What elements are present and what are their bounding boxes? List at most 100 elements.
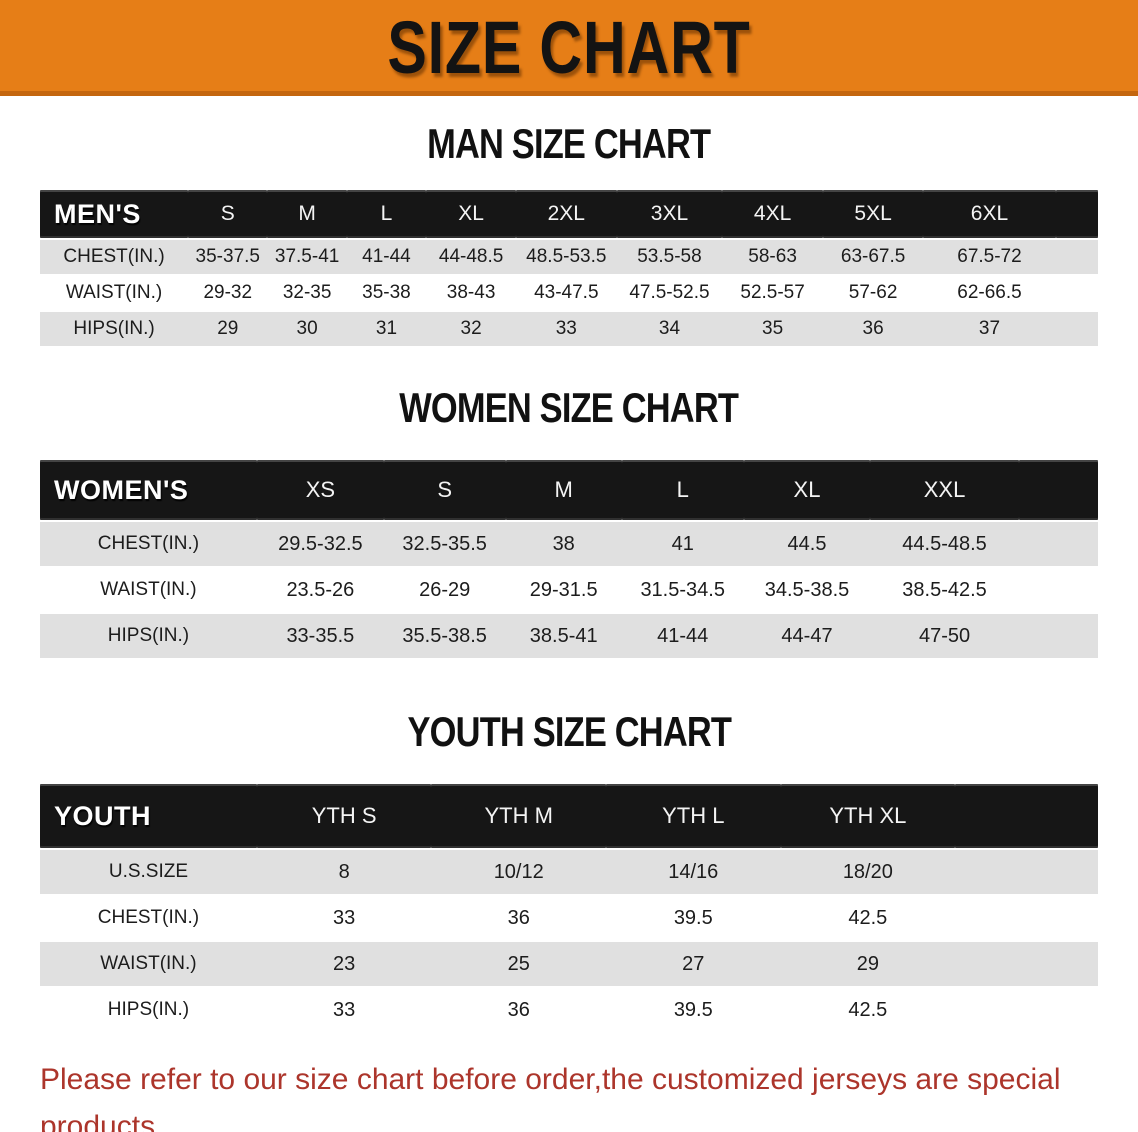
- cell: 18/20: [780, 850, 956, 894]
- table-row: HIPS(IN.) 33-35.5 35.5-38.5 38.5-41 41-44 44-…: [40, 614, 1098, 658]
- column-header-filler: [1018, 460, 1098, 520]
- cell: 23: [256, 942, 432, 986]
- column-header: 5XL: [822, 190, 924, 238]
- column-header: L: [346, 190, 427, 238]
- table-row: WAIST(IN.) 23 25 27 29: [40, 942, 1098, 986]
- column-header: S: [383, 460, 506, 520]
- cell: 33: [256, 988, 432, 1032]
- cell: 33: [256, 896, 432, 940]
- cell-filler: [1055, 276, 1098, 310]
- cell: 29-31.5: [505, 568, 622, 612]
- cell-filler: [955, 988, 1098, 1032]
- cell: 62-66.5: [923, 276, 1056, 310]
- cell: 35.5-38.5: [383, 614, 506, 658]
- cell: 33-35.5: [256, 614, 384, 658]
- column-header: 6XL: [923, 190, 1056, 238]
- column-header: XXL: [870, 460, 1019, 520]
- table-row: CHEST(IN.) 33 36 39.5 42.5: [40, 896, 1098, 940]
- table-row: U.S.SIZE 8 10/12 14/16 18/20: [40, 850, 1098, 894]
- cell: 41: [621, 522, 744, 566]
- cell: 33: [516, 312, 617, 346]
- cell-filler: [955, 896, 1098, 940]
- cell: 32: [426, 312, 517, 346]
- cell: 26-29: [383, 568, 506, 612]
- cell: 58-63: [722, 240, 823, 274]
- cell: 37.5-41: [267, 240, 347, 274]
- section-heading-women-text: WOMEN SIZE CHART: [399, 384, 740, 431]
- cell: 29: [188, 312, 268, 346]
- cell: 29.5-32.5: [256, 522, 384, 566]
- table-header-row: MEN'S S M L XL 2XL 3XL 4XL 5XL 6XL: [40, 190, 1098, 238]
- cell: 67.5-72: [923, 240, 1056, 274]
- table-corner-label: YOUTH: [40, 784, 257, 848]
- table-header-row: WOMEN'S XS S M L XL XXL: [40, 460, 1098, 520]
- column-header: L: [621, 460, 744, 520]
- column-header-filler: [1055, 190, 1098, 238]
- row-label: WAIST(IN.): [40, 276, 189, 310]
- column-header: M: [505, 460, 622, 520]
- row-label: HIPS(IN.): [40, 614, 257, 658]
- cell: 39.5: [606, 988, 781, 1032]
- cell: 41-44: [621, 614, 744, 658]
- table-row: CHEST(IN.) 35-37.5 37.5-41 41-44 44-48.5 48.5…: [40, 240, 1098, 274]
- women-size-table: WOMEN'S XS S M L XL XXL CHEST(IN.) 29.5-32.5 32.5…: [40, 458, 1098, 660]
- section-heading-men-text: MAN SIZE CHART: [427, 120, 711, 167]
- cell: 30: [267, 312, 347, 346]
- cell: 48.5-53.5: [516, 240, 617, 274]
- cell: 27: [606, 942, 781, 986]
- banner: SIZE CHART: [0, 0, 1138, 96]
- table-row: HIPS(IN.) 29 30 31 32 33 34 35 36 37: [40, 312, 1098, 346]
- table-corner-label: MEN'S: [40, 190, 189, 238]
- column-header: S: [188, 190, 268, 238]
- cell: 38-43: [426, 276, 517, 310]
- row-label: U.S.SIZE: [40, 850, 257, 894]
- row-label: CHEST(IN.): [40, 896, 257, 940]
- cell: 36: [822, 312, 924, 346]
- section-heading-women: WOMEN SIZE CHART: [0, 384, 1138, 432]
- banner-title: SIZE CHART: [387, 6, 751, 89]
- table-header-row: YOUTH YTH S YTH M YTH L YTH XL: [40, 784, 1098, 848]
- cell: 63-67.5: [822, 240, 924, 274]
- cell: 36: [431, 896, 606, 940]
- cell: 38: [505, 522, 622, 566]
- cell: 39.5: [606, 896, 781, 940]
- cell: 8: [256, 850, 432, 894]
- cell-filler: [955, 942, 1098, 986]
- cell: 57-62: [822, 276, 924, 310]
- cell: 47.5-52.5: [616, 276, 723, 310]
- disclaimer-line-1: Please refer to our size chart before or…: [40, 1063, 1061, 1132]
- table-row: WAIST(IN.) 29-32 32-35 35-38 38-43 43-47.5 47.…: [40, 276, 1098, 310]
- column-header: XL: [426, 190, 517, 238]
- column-header: M: [267, 190, 347, 238]
- column-header: YTH M: [431, 784, 606, 848]
- table-row: CHEST(IN.) 29.5-32.5 32.5-35.5 38 41 44.5 44.5…: [40, 522, 1098, 566]
- column-header: 2XL: [516, 190, 617, 238]
- cell-filler: [1018, 614, 1098, 658]
- disclaimer-note: Please refer to our size chart before or…: [40, 1056, 1100, 1132]
- cell: 31.5-34.5: [621, 568, 744, 612]
- cell: 29-32: [188, 276, 268, 310]
- section-heading-youth-text: YOUTH SIZE CHART: [407, 708, 731, 755]
- row-label: CHEST(IN.): [40, 522, 257, 566]
- column-header: XL: [743, 460, 871, 520]
- table-row: WAIST(IN.) 23.5-26 26-29 29-31.5 31.5-34.5 34…: [40, 568, 1098, 612]
- cell-filler: [1018, 568, 1098, 612]
- cell: 34.5-38.5: [743, 568, 871, 612]
- cell: 43-47.5: [516, 276, 617, 310]
- row-label: CHEST(IN.): [40, 240, 189, 274]
- cell: 35-37.5: [188, 240, 268, 274]
- cell: 34: [616, 312, 723, 346]
- men-size-table: MEN'S S M L XL 2XL 3XL 4XL 5XL 6XL CHEST(IN.) 35-37…: [40, 188, 1098, 348]
- cell: 23.5-26: [256, 568, 384, 612]
- cell: 14/16: [606, 850, 781, 894]
- cell: 52.5-57: [722, 276, 823, 310]
- cell: 35: [722, 312, 823, 346]
- cell: 32.5-35.5: [383, 522, 506, 566]
- cell: 41-44: [346, 240, 427, 274]
- cell: 47-50: [870, 614, 1019, 658]
- cell: 38.5-41: [505, 614, 622, 658]
- cell: 35-38: [346, 276, 427, 310]
- cell: 36: [431, 988, 606, 1032]
- cell: 53.5-58: [616, 240, 723, 274]
- row-label: WAIST(IN.): [40, 568, 257, 612]
